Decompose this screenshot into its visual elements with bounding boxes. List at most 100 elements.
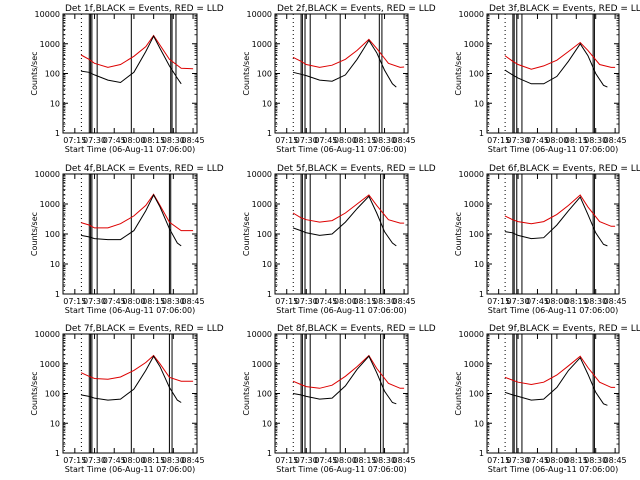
panel-title: Det 9f,BLACK = Events, RED = LLD [489, 324, 640, 334]
y-tick-label: 100 [469, 230, 484, 239]
x-tick-label: 08:00 [545, 456, 568, 465]
y-tick-label: 100 [45, 70, 60, 79]
y-tick-label: 10 [262, 99, 272, 108]
y-tick-label: 100 [469, 70, 484, 79]
y-tick-label: 1000 [464, 360, 484, 369]
x-tick-label: 08:00 [122, 297, 145, 306]
y-tick-label: 10000 [459, 170, 484, 179]
x-tick-label: 08:15 [142, 456, 165, 465]
y-tick-label: 100 [45, 230, 60, 239]
x-tick-label: 08:45 [393, 136, 416, 145]
y-tick-label: 1000 [40, 40, 60, 49]
panel-title: Det 3f,BLACK = Events, RED = LLD [489, 4, 640, 14]
y-tick-label: 1000 [40, 360, 60, 369]
y-tick-label: 10000 [247, 170, 272, 179]
plot-frame [274, 173, 409, 295]
events-series-line [504, 42, 608, 88]
detector-panel: Det 1f,BLACK = Events, RED = LLD 1 10 100 10… [30, 4, 224, 154]
x-tick-label: 08:00 [334, 456, 357, 465]
x-tick-label: 08:15 [353, 297, 376, 306]
x-axis-label: Start Time (06-Aug-11 07:06:00) [488, 465, 619, 474]
y-tick-label: 100 [257, 70, 272, 79]
detector-panel: Det 8f,BLACK = Events, RED = LLD 1 10 100 10… [242, 324, 436, 474]
x-tick-label: 08:00 [545, 136, 568, 145]
x-tick-label: 07:45 [314, 136, 337, 145]
plot-frame [486, 13, 620, 134]
lld-series-line [292, 194, 405, 224]
y-tick-label: 1 [55, 129, 60, 138]
panel-title: Det 2f,BLACK = Events, RED = LLD [277, 4, 436, 14]
events-series-line [292, 39, 397, 88]
x-axis-label: Start Time (06-Aug-11 07:06:00) [65, 306, 196, 315]
lld-series-line [80, 193, 194, 232]
lld-series-line [504, 355, 616, 388]
y-tick-label: 1 [55, 449, 60, 458]
lld-series-line [504, 194, 616, 227]
y-tick-label: 1 [479, 129, 484, 138]
y-tick-label: 10 [262, 419, 272, 428]
plot-frame [486, 173, 620, 295]
y-tick-label: 1 [479, 290, 484, 299]
x-tick-label: 07:15 [275, 456, 298, 465]
y-tick-label: 1000 [464, 40, 484, 49]
x-tick-label: 07:30 [507, 456, 530, 465]
x-tick-label: 08:15 [565, 297, 588, 306]
x-tick-label: 08:15 [565, 136, 588, 145]
x-tick-label: 08:45 [182, 136, 205, 145]
y-axis-label: Counts/sec [242, 371, 251, 415]
panel-title: Det 8f,BLACK = Events, RED = LLD [277, 324, 436, 334]
y-tick-label: 10 [50, 260, 60, 269]
x-axis-label: Start Time (06-Aug-11 07:06:00) [276, 306, 407, 315]
x-axis-label: Start Time (06-Aug-11 07:06:00) [488, 306, 619, 315]
panel-title: Det 7f,BLACK = Events, RED = LLD [65, 324, 224, 334]
x-tick-label: 07:30 [83, 456, 106, 465]
x-tick-label: 08:30 [162, 297, 185, 306]
y-tick-label: 1000 [464, 200, 484, 209]
x-tick-label: 07:30 [507, 136, 530, 145]
lld-series-line [292, 38, 405, 68]
x-tick-label: 08:30 [373, 297, 396, 306]
plot-frame [62, 13, 198, 134]
y-tick-label: 1000 [252, 360, 272, 369]
events-series-line [504, 356, 608, 406]
y-tick-label: 10000 [247, 10, 272, 19]
lld-series-line [292, 354, 405, 389]
y-axis-label: Counts/sec [30, 51, 39, 95]
y-tick-label: 10000 [459, 10, 484, 19]
events-series-line [504, 196, 608, 247]
y-axis-label: Counts/sec [454, 212, 463, 256]
plot-frame [486, 333, 620, 454]
detector-panel: Det 5f,BLACK = Events, RED = LLD 1 10 100 10… [242, 164, 436, 315]
y-tick-label: 10 [474, 99, 484, 108]
y-axis-label: Counts/sec [30, 212, 39, 256]
y-tick-label: 100 [469, 390, 484, 399]
x-tick-label: 08:45 [604, 136, 627, 145]
y-axis-label: Counts/sec [242, 212, 251, 256]
y-tick-label: 1 [267, 129, 272, 138]
x-tick-label: 07:45 [526, 456, 549, 465]
y-tick-label: 10000 [459, 330, 484, 339]
x-tick-label: 07:45 [314, 297, 337, 306]
x-tick-label: 08:15 [353, 456, 376, 465]
detector-panel: Det 6f,BLACK = Events, RED = LLD 1 10 100 10… [454, 164, 640, 315]
x-tick-label: 07:15 [275, 297, 298, 306]
x-tick-label: 07:15 [487, 136, 510, 145]
y-tick-label: 1000 [252, 40, 272, 49]
x-tick-label: 08:00 [122, 136, 145, 145]
detector-panel: Det 4f,BLACK = Events, RED = LLD 1 10 100 10… [30, 164, 224, 315]
y-axis-label: Counts/sec [30, 371, 39, 415]
x-tick-label: 08:30 [162, 136, 185, 145]
y-tick-label: 10000 [247, 330, 272, 339]
x-tick-label: 07:15 [275, 136, 298, 145]
x-tick-label: 08:45 [393, 297, 416, 306]
x-tick-label: 08:15 [142, 297, 165, 306]
x-tick-label: 08:15 [353, 136, 376, 145]
x-tick-label: 07:45 [526, 297, 549, 306]
y-tick-label: 100 [257, 390, 272, 399]
y-tick-label: 10 [50, 419, 60, 428]
x-tick-label: 07:15 [487, 456, 510, 465]
events-series-line [81, 35, 182, 85]
y-axis-label: Counts/sec [454, 371, 463, 415]
lld-series-line [80, 34, 194, 70]
